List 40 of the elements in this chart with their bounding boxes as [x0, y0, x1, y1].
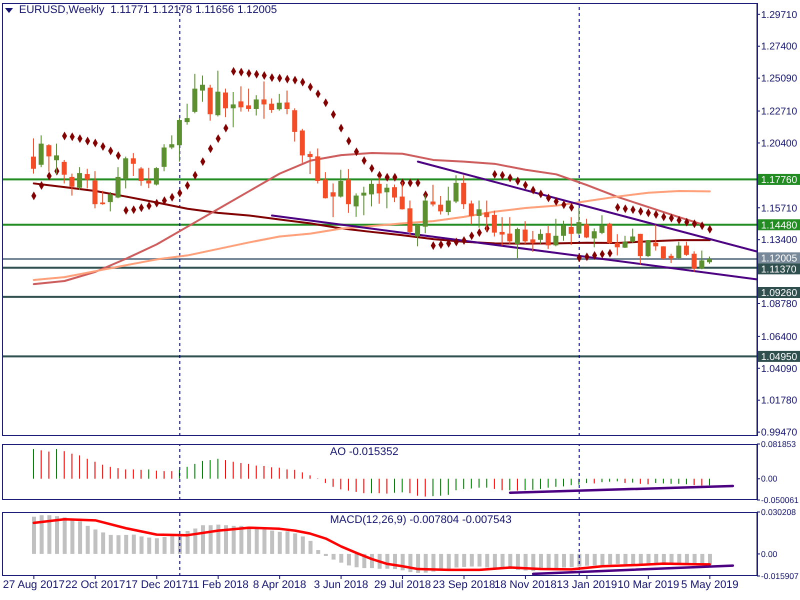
- x-tick-label: 11 Feb 2018: [188, 578, 249, 591]
- x-tick-label: 27 Aug 2017: [2, 578, 65, 591]
- y-tick-label: 0.00: [761, 474, 778, 484]
- y-tick-label: 1.08780: [761, 299, 798, 310]
- y-tick-label: 1.13400: [761, 235, 798, 246]
- y-tick-label: 1.15710: [761, 203, 798, 214]
- x-tick-label: 5 May 2019: [681, 578, 739, 591]
- y-tick-label: -0.050061: [761, 494, 800, 505]
- y-tick-label: 1.29710: [761, 10, 798, 21]
- ref-line-label: 1.04950: [761, 352, 798, 363]
- y-tick-label: 1.01780: [761, 396, 798, 407]
- y-tick-label: 0.081853: [761, 438, 796, 449]
- x-tick-label: 10 Mar 2019: [617, 578, 680, 591]
- chart-title: AO -0.015352: [330, 446, 398, 459]
- y-tick-label: 1.27400: [761, 42, 798, 53]
- y-tick-label: 1.25090: [761, 74, 798, 85]
- y-tick-label: 1.22710: [761, 106, 798, 118]
- y-tick-label: 0.99470: [761, 428, 798, 439]
- chart-title: MACD(12,26,9) -0.007804 -0.007543: [330, 514, 512, 527]
- x-tick-label: 13 Jan 2019: [556, 578, 618, 591]
- y-tick-label: 1.06400: [761, 332, 798, 343]
- x-tick-label: 17 Dec 2017: [126, 578, 188, 591]
- y-tick-label: 0.030208: [761, 506, 796, 517]
- y-tick-label: -0.015907: [761, 570, 800, 581]
- chart-subtitle: 1.11771 1.12178 1.11656 1.12005: [110, 4, 277, 17]
- chart-title: EURUSD,Weekly: [19, 4, 104, 17]
- x-tick-label: 18 Nov 2018: [494, 578, 557, 591]
- x-tick-label: 22 Oct 2017: [65, 578, 126, 591]
- ref-line-label: 1.12005: [761, 253, 798, 264]
- x-tick-label: 3 Jun 2018: [314, 578, 368, 591]
- y-tick-label: 0.00: [761, 548, 778, 559]
- x-tick-label: 29 Jul 2018: [374, 578, 431, 591]
- y-tick-label: 1.04090: [761, 364, 798, 375]
- ref-line-label: 1.14480: [761, 220, 798, 232]
- ref-line-label: 1.11370: [761, 264, 797, 276]
- x-tick-label: 8 Apr 2018: [253, 578, 306, 591]
- y-tick-label: 1.20400: [761, 138, 798, 150]
- ref-line-label: 1.09260: [761, 288, 798, 300]
- ref-line-label: 1.17760: [761, 174, 798, 186]
- x-tick-label: 23 Sep 2018: [432, 578, 496, 591]
